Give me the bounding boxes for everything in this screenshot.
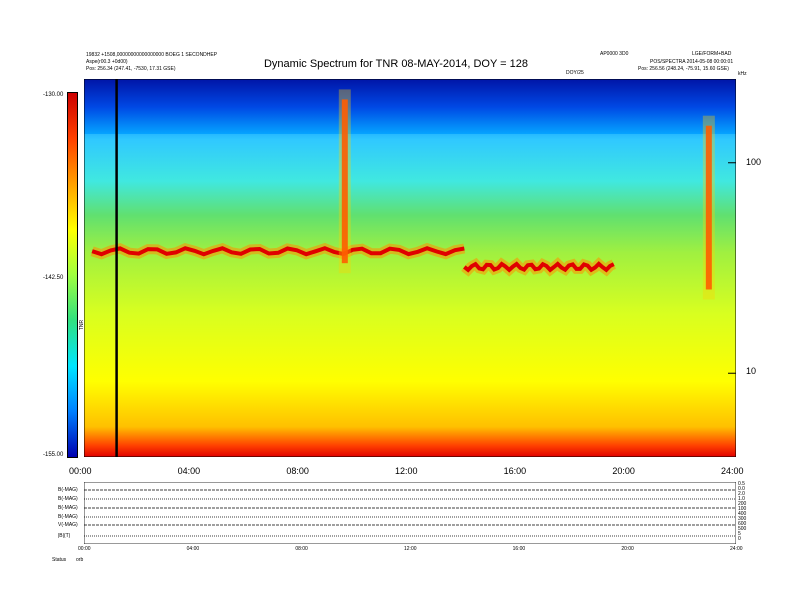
- footer-status: Status: [52, 557, 67, 563]
- x-tick-label: 08:00: [286, 466, 309, 476]
- lower-x-tick-label: 00:00: [78, 546, 91, 552]
- low-intensity-top-band: [84, 79, 736, 134]
- lower-right-tick: 0.5: [738, 481, 745, 487]
- x-tick-label: 12:00: [395, 466, 418, 476]
- lower-panels: [84, 482, 736, 544]
- lower-panel-label: B(-MAG): [58, 496, 78, 502]
- burst-halo-2: [338, 89, 351, 274]
- header-left-line2: Aspe(r00.3 +0d00): [86, 59, 128, 65]
- lower-panel-label: B(-MAG): [58, 487, 78, 493]
- colorbar: [67, 92, 78, 458]
- lower-right-tick: 1.0: [738, 496, 745, 502]
- x-tick-label: 04:00: [177, 466, 201, 476]
- burst-halo-3: [702, 115, 715, 300]
- lower-x-tick-label: 12:00: [404, 546, 417, 552]
- lower-panel-label: |B|(T): [58, 533, 71, 539]
- lower-right-tick: 0: [738, 536, 741, 542]
- x-tick-label: 16:00: [503, 466, 527, 476]
- y-tick-100: 100: [746, 157, 762, 167]
- x-tick-label: 24:00: [721, 466, 744, 476]
- burst-2: [341, 99, 348, 264]
- lower-x-tick-label: 20:00: [621, 546, 634, 552]
- header-left-line3: Pos: 256.34 (247.41, -7530, 17.31 GSE): [86, 66, 176, 72]
- emission-band-1: [463, 261, 615, 273]
- header-right-line2: LGE/FORM+BAD: [692, 51, 732, 57]
- lower-right-tick: 2.0: [738, 491, 745, 497]
- colorbar-tick-mid: -142.50: [43, 275, 64, 281]
- header-left-line1: 19832 +1508,00000000000000000 BOEG 1 SEC…: [86, 52, 218, 58]
- footer-orb: orb: [76, 557, 84, 563]
- lower-right-tick: 500: [738, 526, 747, 532]
- lower-right-tick: 100: [738, 506, 747, 512]
- header-right-line4: Pos: 256.56 (248.24, -75.91, 15.60 GSE): [638, 66, 729, 72]
- lower-x-tick-label: 04:00: [186, 546, 200, 552]
- x-tick-label: 00:00: [69, 466, 92, 476]
- header-mark-mid: DOY/25: [566, 70, 584, 76]
- lower-right-tick: 200: [738, 501, 747, 507]
- lower-frame: [84, 482, 736, 544]
- lower-x-tick-label: 16:00: [512, 546, 526, 552]
- spectrogram-background: [84, 79, 736, 457]
- lower-right-tick: 400: [738, 511, 747, 517]
- header-right-line3: POS/SPECTRA 2014-05-08 00:00:01: [650, 59, 734, 65]
- x-tick-label: 20:00: [612, 466, 635, 476]
- lower-x-tick-label: 08:00: [295, 546, 308, 552]
- lower-panel-label: V(-MAG): [58, 522, 78, 528]
- lower-panel-label: B(-MAG): [58, 514, 78, 520]
- lower-right-tick: 0.0: [738, 486, 745, 492]
- lower-right-tick: 300: [738, 516, 747, 522]
- emission-band-0: [91, 246, 465, 257]
- lower-x-tick-label: 24:00: [730, 546, 743, 552]
- lower-right-tick: 600: [738, 521, 747, 527]
- lower-panel-label: B(-MAG): [58, 505, 78, 511]
- colorbar-tick-bottom: -155.00: [43, 452, 64, 458]
- header-right-line1: AP0000 3D0: [600, 51, 629, 57]
- colorbar-tick-top: -130.00: [43, 92, 64, 98]
- y-tick-10: 10: [746, 366, 757, 376]
- axis-unit-label: kHz: [738, 71, 747, 77]
- burst-3: [705, 125, 712, 290]
- spectrogram-plot: [84, 79, 736, 457]
- chart-title: Dynamic Spectrum for TNR 08-MAY-2014, DO…: [263, 58, 528, 70]
- lower-right-tick: 5: [738, 531, 741, 537]
